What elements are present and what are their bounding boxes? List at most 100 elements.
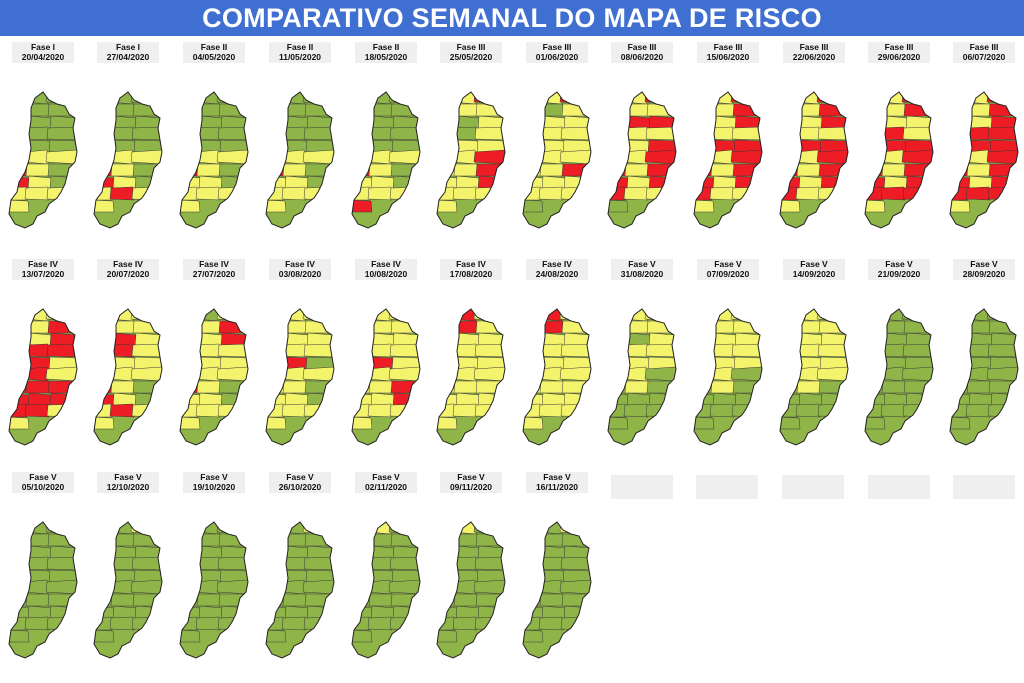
state-map-svg	[8, 91, 78, 229]
municipality-region	[865, 199, 886, 213]
state-map-svg	[607, 91, 677, 229]
date-label: 06/07/2020	[962, 52, 1006, 62]
municipality-region	[390, 593, 420, 607]
phase-label: Fase V	[885, 259, 913, 269]
municipality-region	[901, 366, 933, 382]
municipality-region	[730, 149, 762, 165]
municipality-region	[537, 366, 563, 382]
municipality-region	[305, 139, 334, 154]
municipality-region	[644, 92, 676, 105]
municipality-region	[9, 366, 27, 382]
risk-map	[690, 64, 776, 249]
municipality-region	[266, 605, 288, 619]
municipality-region	[25, 163, 51, 177]
municipality-region	[266, 593, 286, 607]
municipality-region	[94, 92, 112, 105]
municipality-region	[180, 605, 202, 619]
municipality-region	[451, 366, 477, 382]
state-outline	[779, 308, 849, 446]
municipality-region	[523, 175, 545, 189]
municipality-region	[820, 332, 848, 348]
municipality-region	[539, 380, 565, 394]
municipality-region	[965, 403, 991, 418]
municipality-region	[45, 522, 77, 535]
state-map-svg	[93, 308, 163, 446]
municipality-region	[352, 92, 370, 105]
municipality-region	[352, 605, 374, 619]
municipality-region	[780, 380, 800, 394]
municipality-region	[131, 556, 162, 571]
municipality-region	[989, 356, 1018, 371]
municipality-region	[218, 163, 248, 177]
phase-label: Fase III	[969, 42, 999, 52]
municipality-region	[217, 556, 248, 571]
date-label: 20/07/2020	[106, 269, 150, 279]
municipality-region	[563, 545, 591, 561]
municipality-region	[437, 163, 457, 177]
municipality-region	[94, 579, 112, 595]
municipality-region	[780, 320, 800, 334]
municipality-region	[475, 163, 505, 177]
municipality-region	[133, 139, 162, 154]
week-map-panel: Fase V 12/10/2020	[90, 472, 176, 682]
municipality-region	[796, 163, 822, 177]
municipality-region	[905, 332, 933, 348]
municipality-region	[476, 139, 505, 154]
municipality-region	[94, 605, 116, 619]
municipality-region	[539, 103, 565, 117]
state-outline	[864, 308, 934, 446]
municipality-region	[474, 126, 505, 141]
municipality-region	[131, 126, 162, 141]
week-map-panel: Fase IV 27/07/2020	[176, 259, 262, 469]
municipality-region	[180, 115, 202, 129]
municipality-region	[196, 380, 222, 394]
week-map-panel: Fase V 19/10/2020	[176, 472, 262, 682]
municipality-region	[624, 380, 650, 394]
municipality-region	[437, 175, 459, 189]
municipality-region	[180, 149, 198, 165]
municipality-region	[950, 175, 972, 189]
municipality-region	[561, 593, 591, 607]
municipality-region	[352, 320, 372, 334]
municipality-region	[180, 392, 202, 406]
week-label: Fase III 15/06/2020	[697, 42, 759, 63]
municipality-region	[523, 103, 543, 117]
week-map-panel: Fase V 05/10/2020	[5, 472, 91, 682]
week-map-panel: Fase V 21/09/2020	[861, 259, 947, 469]
municipality-region	[452, 403, 478, 418]
municipality-region	[965, 186, 991, 201]
municipality-region	[94, 556, 113, 571]
municipality-region	[865, 380, 885, 394]
municipality-region	[266, 416, 287, 430]
municipality-region	[352, 380, 372, 394]
municipality-region	[281, 186, 307, 201]
municipality-region	[780, 149, 798, 165]
municipality-region	[950, 392, 972, 406]
municipality-region	[901, 149, 933, 165]
municipality-region	[473, 366, 505, 382]
municipality-region	[780, 199, 801, 213]
municipality-region	[194, 149, 220, 165]
week-label: Fase IV 27/07/2020	[183, 259, 245, 280]
municipality-region	[879, 149, 905, 165]
municipality-region	[216, 522, 248, 535]
municipality-region	[966, 103, 992, 117]
municipality-region	[694, 126, 713, 141]
municipality-region	[538, 616, 564, 631]
state-outline	[436, 308, 506, 446]
phase-label: Fase V	[372, 472, 400, 482]
municipality-region	[453, 320, 479, 334]
week-label: Fase V 21/09/2020	[868, 259, 930, 280]
municipality-region	[180, 629, 201, 643]
municipality-region	[730, 309, 762, 322]
municipality-region	[902, 343, 933, 358]
date-label: 01/06/2020	[535, 52, 579, 62]
date-label: 20/04/2020	[21, 52, 65, 62]
municipality-region	[219, 569, 248, 584]
municipality-region	[780, 139, 801, 153]
municipality-region	[266, 149, 284, 165]
week-label: Fase V 07/09/2020	[697, 259, 759, 280]
municipality-region	[865, 320, 885, 334]
municipality-region	[280, 579, 306, 595]
week-map-panel: Fase III 15/06/2020	[690, 42, 776, 252]
